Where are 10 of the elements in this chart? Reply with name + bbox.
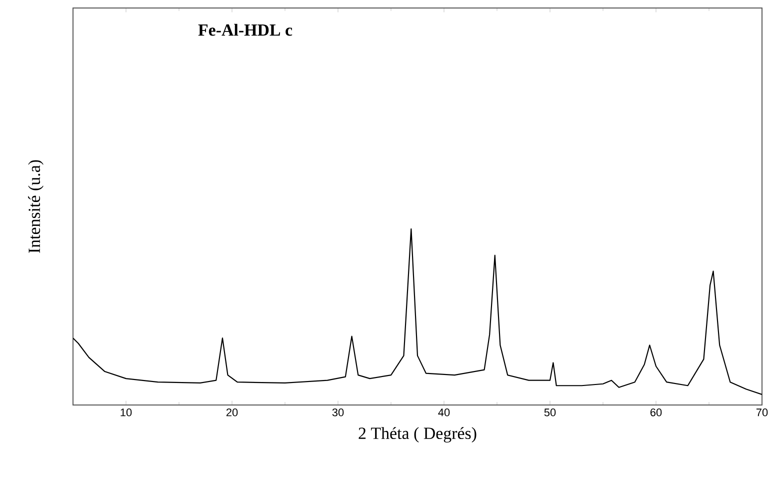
- x-tick-label: 30: [332, 408, 344, 416]
- x-tick-label: 70: [756, 408, 768, 416]
- x-tick-label: 60: [650, 408, 662, 416]
- x-tick-label: 20: [226, 408, 238, 416]
- x-tick-label: 40: [438, 408, 450, 416]
- chart-title: Fe-Al-HDL c: [198, 24, 292, 36]
- x-axis-title: 2 Théta ( Degrés): [358, 427, 476, 443]
- x-tick-label: 50: [544, 408, 556, 416]
- x-tick-label: 10: [120, 408, 132, 416]
- y-axis-title: Intensité (u.a): [28, 160, 44, 253]
